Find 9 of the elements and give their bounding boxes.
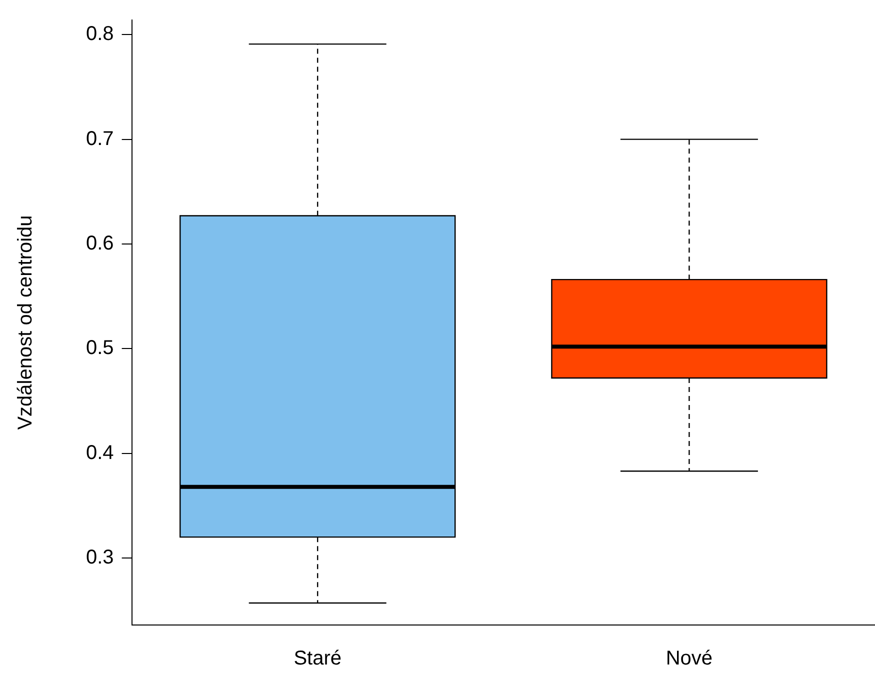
x-tick-label: Staré (294, 648, 342, 670)
y-tick-label: 0.7 (86, 128, 114, 150)
x-tick-label: Nové (666, 648, 713, 670)
y-tick-label: 0.5 (86, 337, 114, 360)
y-tick-label: 0.3 (86, 546, 114, 569)
y-axis-title: Vzdálenost od centroidu (14, 215, 37, 430)
y-tick-label: 0.4 (86, 442, 114, 464)
y-tick-label: 0.6 (86, 232, 114, 255)
y-tick-label: 0.8 (86, 23, 114, 46)
